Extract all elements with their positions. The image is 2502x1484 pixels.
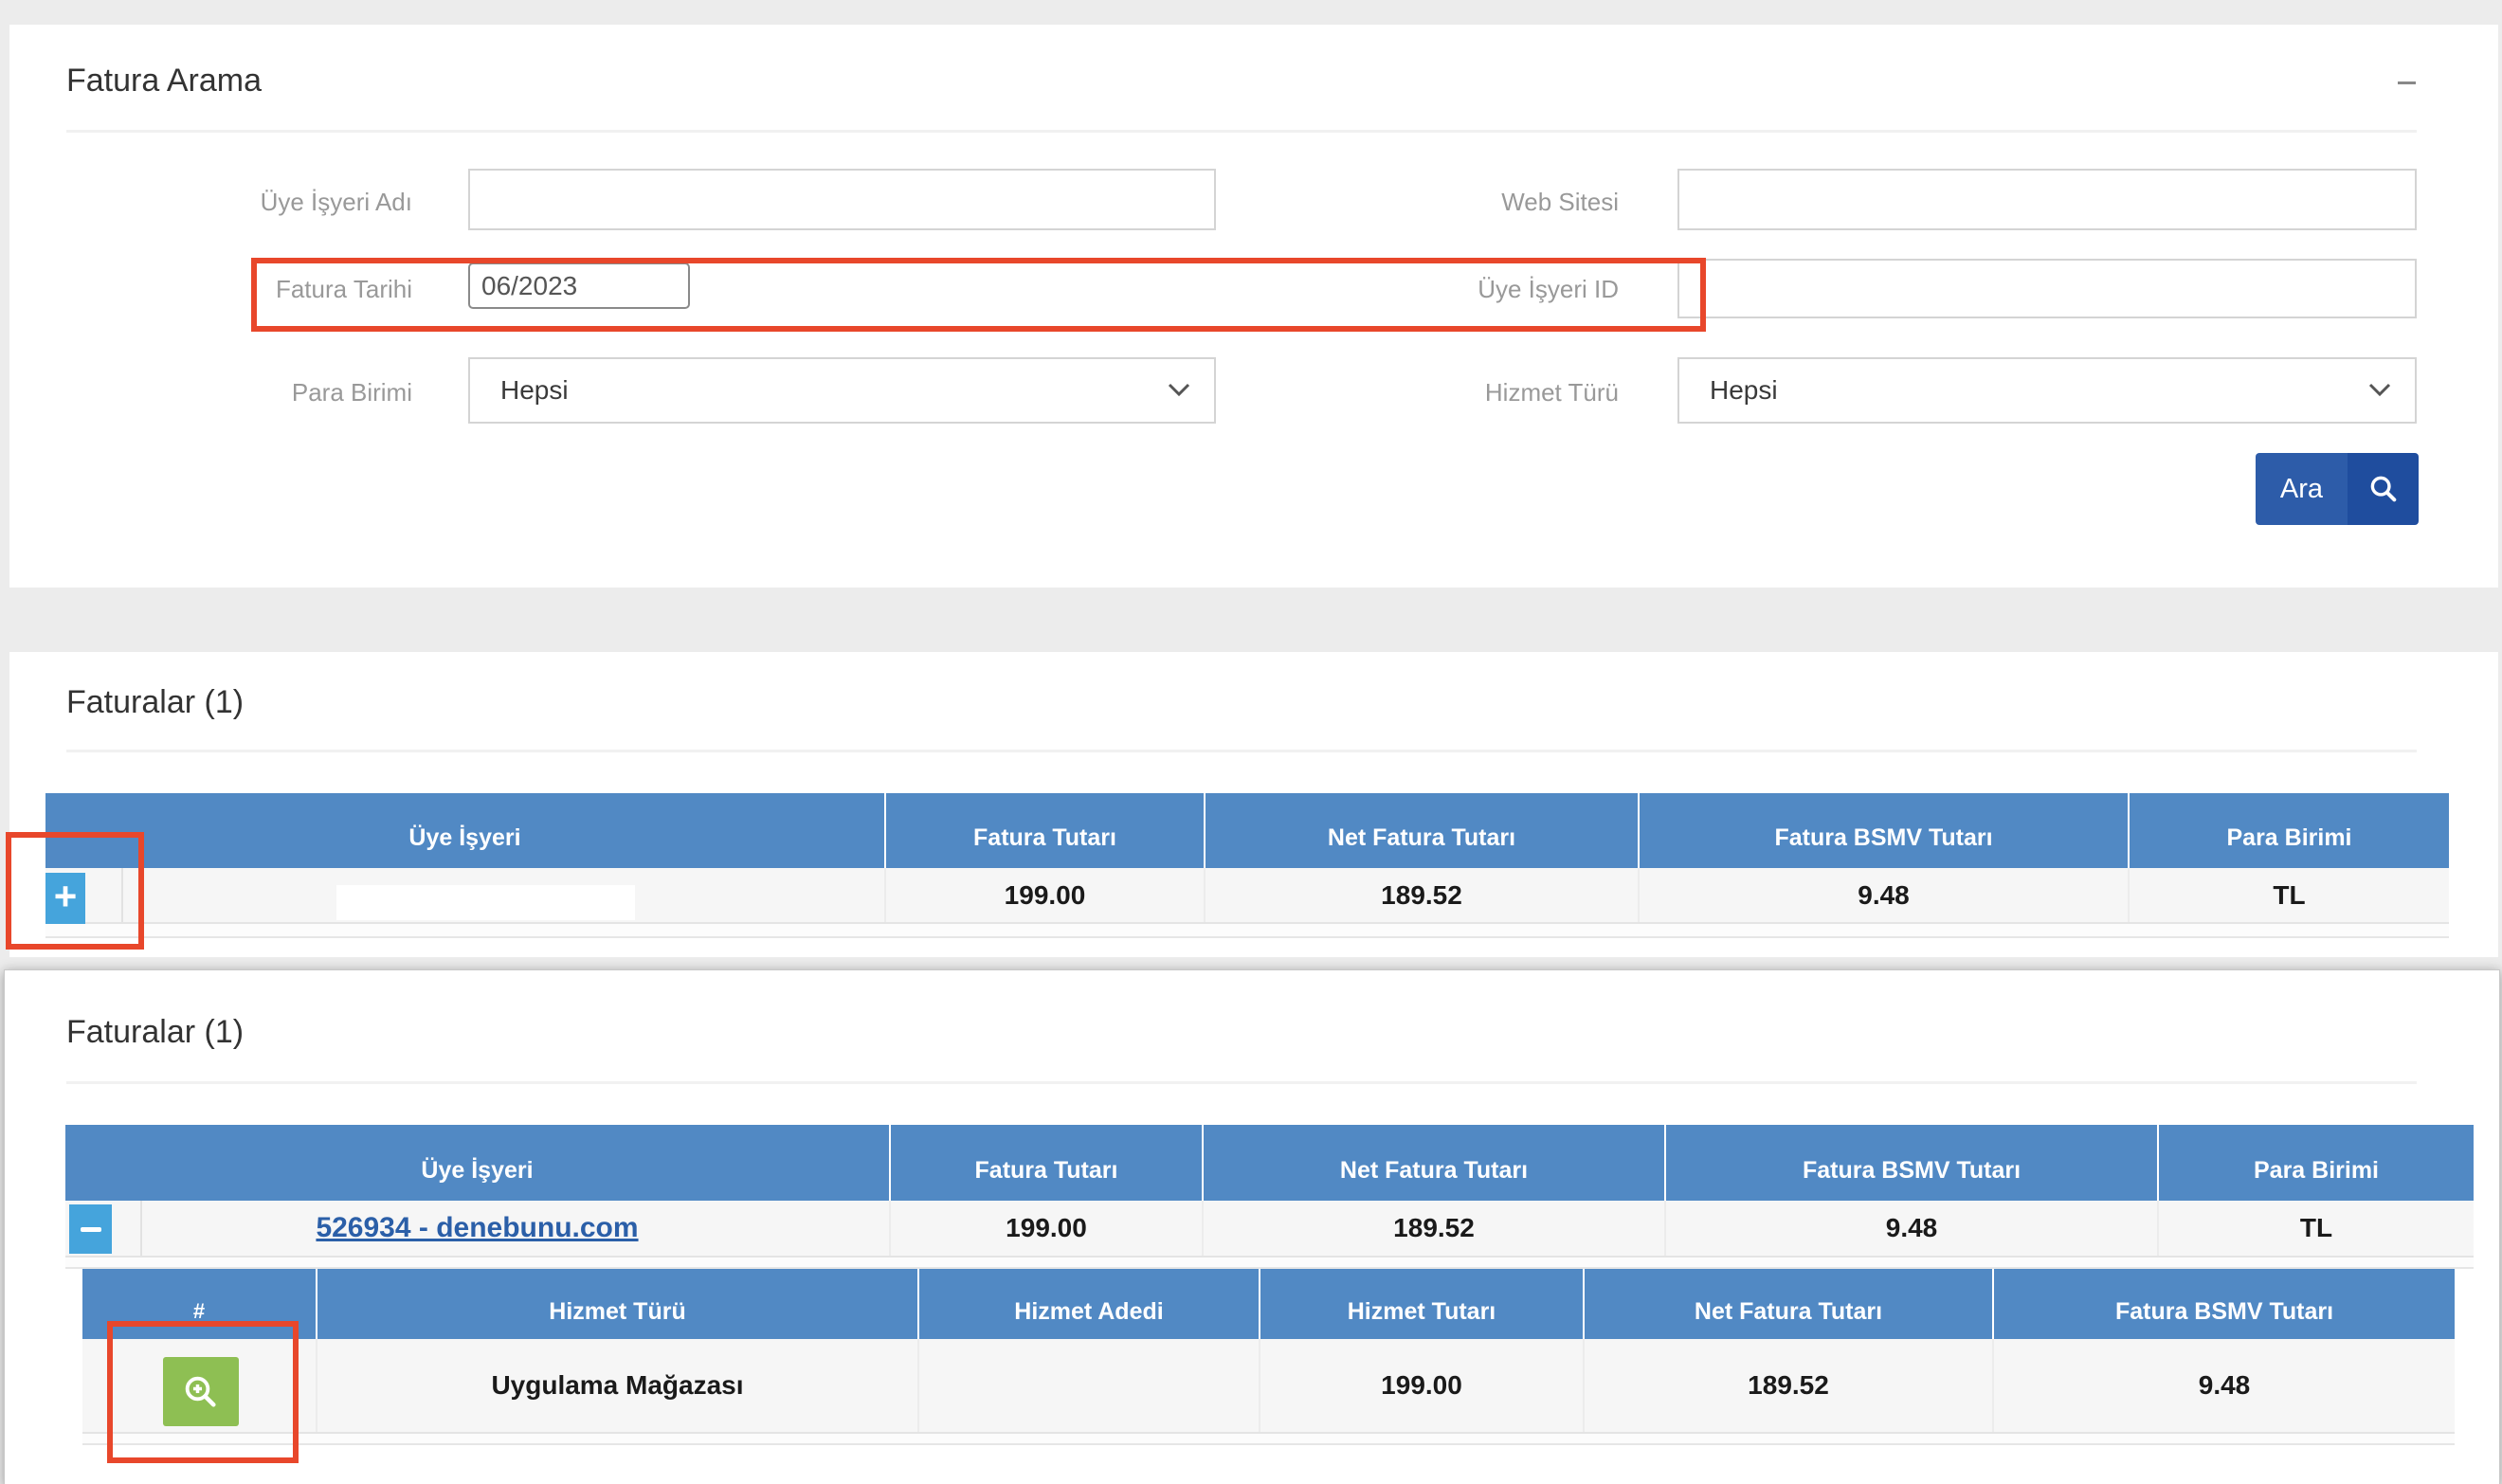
cell-net-fatura-tutari: 189.52 (1204, 1201, 1666, 1256)
cell-action (82, 1339, 317, 1432)
currency-select-value: Hepsi (500, 375, 569, 405)
merchant-id-label: Üye İşyeri ID (1478, 275, 1619, 303)
invoice-row: + 199.00 189.52 9.48 TL (45, 868, 2449, 924)
service-type-label: Hizmet Türü (1484, 378, 1619, 407)
collapse-panel-icon[interactable] (2398, 81, 2416, 84)
column-header-fatura-bsmv-tutari: Fatura BSMV Tutarı (1994, 1269, 2455, 1339)
invoice-date-input[interactable] (468, 262, 690, 309)
expander-cell-divider (65, 1201, 142, 1256)
column-header-uye-isyeri: Üye İşyeri (65, 1125, 891, 1201)
invoice-row-expanded: 526934 - denebunu.com 199.00 189.52 9.48… (65, 1201, 2474, 1258)
merchant-name-label: Üye İşyeri Adı (260, 188, 412, 216)
invoice-detail-row: Uygulama Mağazası 199.00 189.52 9.48 (82, 1339, 2455, 1434)
invoice-detail-table-strip (82, 1434, 2455, 1445)
column-header-net-fatura-tutari: Net Fatura Tutarı (1204, 1125, 1666, 1201)
invoices-expanded-table-strip (65, 1258, 2474, 1269)
cell-uye-isyeri: + (45, 868, 886, 924)
invoices-expanded-table: Üye İşyeri Fatura Tutarı Net Fatura Tuta… (65, 1125, 2474, 1269)
cell-net-fatura-tutari: 189.52 (1206, 868, 1640, 922)
cell-para-birimi: TL (2130, 868, 2449, 922)
column-header-net-fatura-tutari: Net Fatura Tutarı (1206, 793, 1640, 868)
invoices-table: Üye İşyeri Fatura Tutarı Net Fatura Tuta… (45, 793, 2449, 938)
merchant-name-input[interactable] (468, 169, 1216, 230)
currency-select[interactable]: Hepsi (468, 357, 1216, 424)
column-header-hizmet-adedi: Hizmet Adedi (919, 1269, 1260, 1339)
invoices-expanded-table-header: Üye İşyeri Fatura Tutarı Net Fatura Tuta… (65, 1125, 2474, 1201)
invoices-expanded-title-divider (66, 1081, 2417, 1084)
cell-fatura-bsmv-tutari: 9.48 (1666, 1201, 2159, 1256)
service-type-select[interactable]: Hepsi (1677, 357, 2417, 424)
column-header-para-birimi: Para Birimi (2130, 793, 2449, 868)
cell-hizmet-adedi (919, 1339, 1260, 1432)
invoices-title-divider (66, 750, 2417, 752)
cell-fatura-bsmv-tutari: 9.48 (1994, 1339, 2455, 1432)
search-button[interactable]: Ara (2256, 453, 2419, 525)
cell-net-fatura-tutari: 189.52 (1585, 1339, 1994, 1432)
invoice-detail-table: # Hizmet Türü Hizmet Adedi Hizmet Tutarı… (82, 1269, 2455, 1445)
invoices-expanded-panel-title: Faturalar (1) (66, 1014, 245, 1050)
view-detail-button[interactable] (163, 1357, 239, 1426)
currency-label: Para Birimi (291, 378, 412, 407)
column-header-hash: # (82, 1269, 317, 1339)
merchant-link[interactable]: 526934 - denebunu.com (316, 1212, 639, 1243)
cell-hizmet-turu: Uygulama Mağazası (317, 1339, 919, 1432)
minus-icon (80, 1226, 101, 1232)
invoice-detail-table-header: # Hizmet Türü Hizmet Adedi Hizmet Tutarı… (82, 1269, 2455, 1339)
website-label: Web Sitesi (1501, 188, 1619, 216)
search-button-label: Ara (2256, 453, 2348, 525)
merchant-id-input[interactable] (1677, 259, 2417, 318)
search-panel-title: Fatura Arama (66, 63, 262, 99)
service-type-select-value: Hepsi (1710, 375, 1778, 405)
column-header-hizmet-tutari: Hizmet Tutarı (1260, 1269, 1585, 1339)
column-header-fatura-tutari: Fatura Tutarı (891, 1125, 1204, 1201)
panel-title-divider (66, 130, 2417, 133)
cell-fatura-tutari: 199.00 (886, 868, 1206, 922)
plus-icon: + (53, 874, 78, 918)
column-header-fatura-bsmv-tutari: Fatura BSMV Tutarı (1640, 793, 2130, 868)
column-header-fatura-bsmv-tutari: Fatura BSMV Tutarı (1666, 1125, 2159, 1201)
zoom-in-icon (185, 1376, 216, 1407)
cell-uye-isyeri: 526934 - denebunu.com (65, 1201, 891, 1256)
collapse-row-button[interactable] (69, 1204, 112, 1254)
expander-cell-divider (45, 868, 123, 922)
column-header-fatura-tutari: Fatura Tutarı (886, 793, 1206, 868)
website-input[interactable] (1677, 169, 2417, 230)
cell-fatura-tutari: 199.00 (891, 1201, 1204, 1256)
column-header-para-birimi: Para Birimi (2159, 1125, 2474, 1201)
cell-para-birimi: TL (2159, 1201, 2474, 1256)
expand-row-button[interactable]: + (45, 873, 85, 924)
column-header-hizmet-turu: Hizmet Türü (317, 1269, 919, 1339)
cell-hizmet-tutari: 199.00 (1260, 1339, 1585, 1432)
invoices-table-header: Üye İşyeri Fatura Tutarı Net Fatura Tuta… (45, 793, 2449, 868)
column-header-uye-isyeri: Üye İşyeri (45, 793, 886, 868)
chevron-down-icon (2367, 381, 2392, 403)
merchant-name-redacted (336, 885, 635, 920)
cell-fatura-bsmv-tutari: 9.48 (1640, 868, 2130, 922)
invoices-table-footer-strip (45, 924, 2449, 938)
chevron-down-icon (1167, 381, 1191, 403)
column-header-net-fatura-tutari: Net Fatura Tutarı (1585, 1269, 1994, 1339)
invoices-panel-title: Faturalar (1) (66, 684, 245, 720)
search-icon (2348, 453, 2419, 525)
invoice-date-label: Fatura Tarihi (275, 275, 412, 303)
